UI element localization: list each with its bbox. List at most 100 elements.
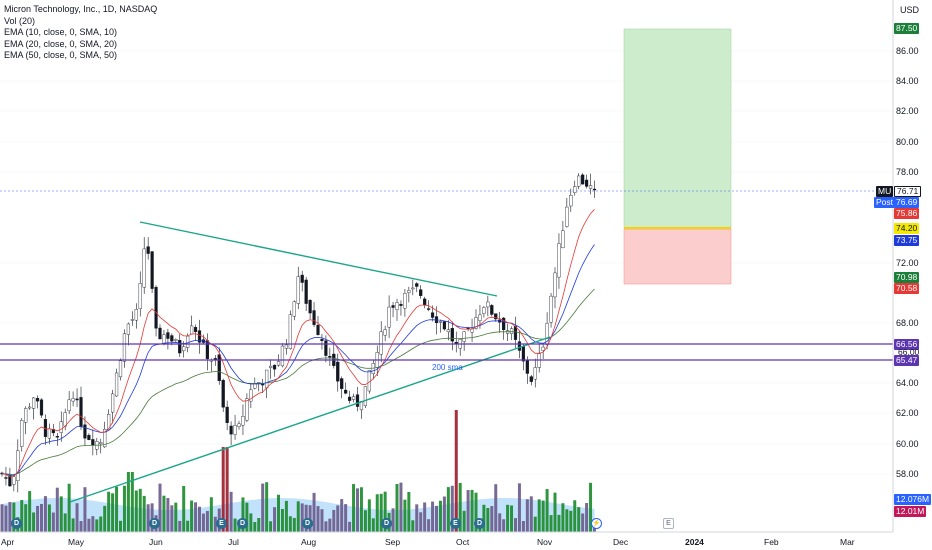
volume-bar bbox=[103, 505, 107, 532]
candle-body bbox=[430, 312, 435, 318]
volume-bar bbox=[391, 508, 395, 532]
candle-body bbox=[348, 396, 352, 401]
volume-bar bbox=[427, 519, 431, 532]
lightning-icon[interactable]: ⚡ bbox=[591, 518, 602, 529]
price-tick: 68.00 bbox=[896, 318, 919, 328]
candle-body bbox=[142, 248, 146, 288]
volume-bar bbox=[241, 497, 245, 532]
volume-bar bbox=[363, 510, 367, 532]
candle-body bbox=[166, 332, 170, 339]
candle-body bbox=[197, 330, 202, 343]
candle-body bbox=[312, 310, 316, 325]
candle-body bbox=[110, 393, 115, 413]
candle-body bbox=[529, 376, 533, 382]
resistance-trendline[interactable] bbox=[139, 221, 498, 297]
volume-bar bbox=[32, 512, 36, 532]
dividend-event-icon[interactable]: D bbox=[302, 518, 313, 529]
volume-bars bbox=[0, 410, 596, 532]
target-price-badge: 87.50 bbox=[894, 23, 920, 34]
candle-body bbox=[83, 424, 87, 439]
candle-body bbox=[178, 340, 182, 354]
dividend-event-icon[interactable]: D bbox=[237, 518, 248, 529]
currency-label[interactable]: USD bbox=[900, 5, 920, 15]
volume-bar bbox=[553, 492, 557, 532]
candle-body bbox=[245, 398, 249, 421]
volume-bar bbox=[352, 484, 356, 532]
candle-body bbox=[478, 314, 482, 321]
volume-bar bbox=[383, 491, 387, 532]
volume-bar bbox=[28, 491, 32, 532]
candle-body bbox=[237, 423, 241, 427]
candle-body bbox=[549, 295, 553, 323]
level-low-badge: 65.47 bbox=[894, 355, 920, 366]
volume-bar bbox=[99, 516, 103, 532]
volume-bar bbox=[174, 502, 178, 532]
candle-body bbox=[47, 428, 51, 439]
level-mid-label: 66.00 bbox=[898, 347, 920, 357]
volume-bar bbox=[367, 499, 371, 532]
volume-bar bbox=[213, 516, 217, 532]
upcoming-earnings-icon[interactable]: E bbox=[663, 518, 674, 529]
volume-indicator-label: Vol (20) bbox=[4, 15, 36, 26]
price-tick: 58.00 bbox=[896, 469, 919, 479]
candle-body bbox=[249, 389, 253, 402]
candle-body bbox=[118, 360, 123, 378]
volume-bar bbox=[549, 515, 553, 532]
candle-body bbox=[229, 425, 233, 435]
candle-body bbox=[482, 307, 486, 314]
candle-body bbox=[328, 356, 332, 358]
volume-bar bbox=[122, 485, 126, 532]
volume-bar bbox=[83, 487, 87, 532]
candle-body bbox=[316, 324, 320, 335]
symbol-badge: MU bbox=[876, 186, 894, 197]
target-zone bbox=[623, 28, 732, 229]
dividend-event-icon[interactable]: D bbox=[381, 518, 392, 529]
candle-body bbox=[355, 394, 360, 407]
candle-body bbox=[182, 346, 186, 352]
volume-bar bbox=[95, 519, 99, 532]
candle-body bbox=[186, 335, 190, 348]
candle-body bbox=[39, 399, 44, 416]
earnings-event-icon[interactable]: E bbox=[216, 518, 227, 529]
volume-bar bbox=[194, 502, 198, 532]
candle-body bbox=[146, 246, 150, 254]
candle-body bbox=[193, 327, 198, 332]
stop-zone bbox=[623, 228, 732, 285]
volume-bar bbox=[529, 496, 533, 532]
dividend-event-icon[interactable]: D bbox=[474, 518, 485, 529]
volume-bar bbox=[79, 521, 83, 532]
candle-body bbox=[541, 346, 545, 351]
volume-bar bbox=[24, 504, 28, 532]
candle-body bbox=[407, 290, 411, 293]
volume-bar bbox=[557, 514, 561, 532]
entry-price-badge: 74.20 bbox=[894, 223, 920, 234]
candle-body bbox=[170, 335, 174, 342]
time-tick: Jun bbox=[149, 537, 163, 547]
candle-body bbox=[569, 194, 573, 207]
candle-body bbox=[87, 434, 91, 440]
ema50-label: EMA (50, close, 0, SMA, 50) bbox=[4, 50, 118, 60]
volume-bar bbox=[502, 519, 506, 532]
candle-body bbox=[561, 230, 565, 249]
dividend-event-icon[interactable]: D bbox=[11, 518, 22, 529]
volume-bar bbox=[482, 504, 486, 532]
symbol-title: Micron Technology, Inc., 1D, NASDAQ bbox=[4, 4, 158, 14]
dividend-event-icon[interactable]: D bbox=[149, 518, 160, 529]
volume-bar bbox=[569, 510, 573, 532]
time-tick: Apr bbox=[1, 537, 15, 547]
candle-body bbox=[592, 188, 597, 191]
candle-body bbox=[91, 439, 95, 446]
volume-bar bbox=[284, 500, 288, 532]
support-trendline[interactable] bbox=[69, 336, 551, 503]
time-tick: Feb bbox=[764, 537, 779, 547]
candle-body bbox=[415, 283, 419, 287]
time-tick: Sep bbox=[385, 537, 401, 547]
volume-bar bbox=[577, 507, 581, 532]
price-tick: 62.00 bbox=[896, 408, 919, 418]
volume-bar bbox=[431, 501, 435, 532]
volume-bar bbox=[162, 495, 166, 532]
earnings-event-icon[interactable]: E bbox=[450, 518, 461, 529]
volume-bar bbox=[229, 491, 233, 532]
candle-body bbox=[130, 319, 134, 321]
